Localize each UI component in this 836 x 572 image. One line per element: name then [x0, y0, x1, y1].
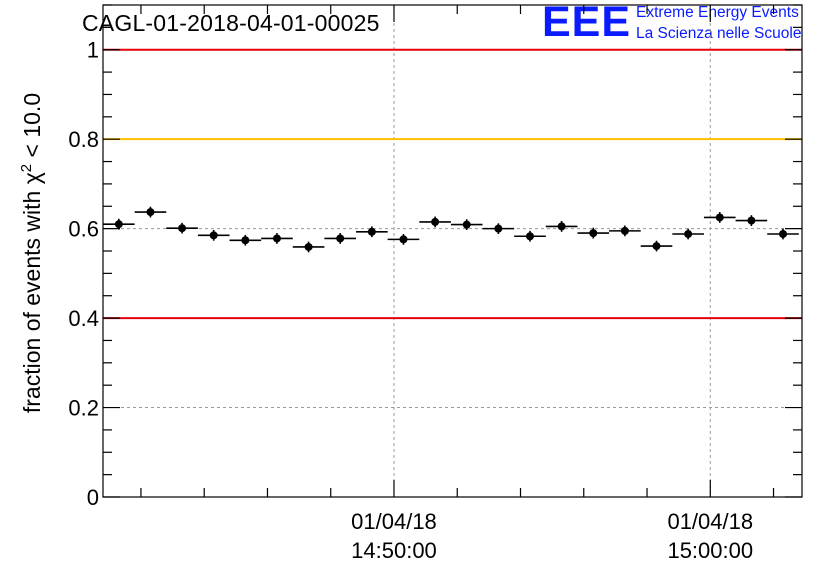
- y-tick-label: 0.8: [68, 127, 99, 152]
- point-marker: [779, 230, 788, 239]
- point-marker: [241, 236, 250, 245]
- data-point: [166, 222, 198, 234]
- data-point: [482, 223, 515, 235]
- point-marker: [557, 222, 566, 231]
- point-marker: [747, 216, 756, 225]
- point-marker: [272, 234, 281, 243]
- data-point: [324, 233, 357, 244]
- y-tick-label: 0.2: [68, 396, 99, 421]
- grid-layer: [103, 5, 802, 497]
- data-points: [103, 206, 799, 253]
- point-marker: [684, 230, 693, 239]
- point-marker: [399, 235, 408, 244]
- logo-mark: EEE: [542, 0, 632, 46]
- axis-labels: 0 0.2 0.4 0.6 0.8 1 01/04/18 14:50:00 01/04/18 15…: [18, 38, 753, 563]
- data-point: [514, 230, 546, 242]
- chart-title: CAGL-01-2018-04-01-00025: [82, 10, 380, 36]
- data-point: [103, 218, 135, 230]
- data-point: [261, 233, 293, 244]
- plot-frame-rect: [102, 4, 803, 498]
- data-point: [419, 216, 451, 228]
- y-tick-label: 0: [87, 485, 99, 510]
- y-axis-label: fraction of events with χ2 < 10.0: [18, 93, 45, 413]
- data-point: [609, 225, 641, 237]
- point-marker: [114, 220, 123, 229]
- x-tick-time-label: 15:00:00: [667, 538, 753, 563]
- data-point: [134, 206, 167, 218]
- point-marker: [209, 231, 218, 240]
- plot-frame: [102, 4, 803, 498]
- point-marker: [367, 227, 376, 236]
- point-marker: [620, 226, 629, 235]
- data-point: [545, 221, 578, 232]
- data-point: [577, 227, 610, 239]
- point-marker: [336, 234, 345, 243]
- data-point: [767, 228, 799, 240]
- data-point: [672, 228, 704, 240]
- point-marker: [462, 220, 471, 229]
- data-point: [387, 234, 420, 245]
- point-marker: [431, 217, 440, 226]
- point-marker: [652, 242, 661, 251]
- y-tick-label: 1: [87, 38, 99, 63]
- x-tick-date-label: 01/04/18: [351, 509, 437, 534]
- data-point: [735, 215, 768, 226]
- reference-lines: [103, 48, 802, 320]
- data-point: [356, 226, 388, 238]
- point-marker: [178, 224, 187, 233]
- data-point: [229, 234, 262, 246]
- point-marker: [715, 213, 724, 222]
- point-marker: [589, 229, 598, 238]
- data-point: [640, 240, 673, 252]
- logo-line-2: La Scienza nelle Scuole: [636, 25, 802, 42]
- data-point: [292, 241, 325, 253]
- point-marker: [146, 208, 155, 217]
- x-tick-time-label: 14:50:00: [351, 538, 437, 563]
- x-tick-date-label: 01/04/18: [667, 509, 753, 534]
- data-point: [197, 229, 230, 241]
- y-tick-label: 0.4: [68, 306, 99, 331]
- point-marker: [494, 224, 503, 233]
- data-point: [703, 212, 736, 223]
- axis-ticks: [103, 4, 802, 498]
- y-tick-label: 0.6: [68, 217, 99, 242]
- data-point: [450, 219, 483, 230]
- logo-line-1: Extreme Energy Events: [636, 4, 799, 21]
- point-marker: [525, 232, 534, 241]
- point-marker: [304, 242, 313, 251]
